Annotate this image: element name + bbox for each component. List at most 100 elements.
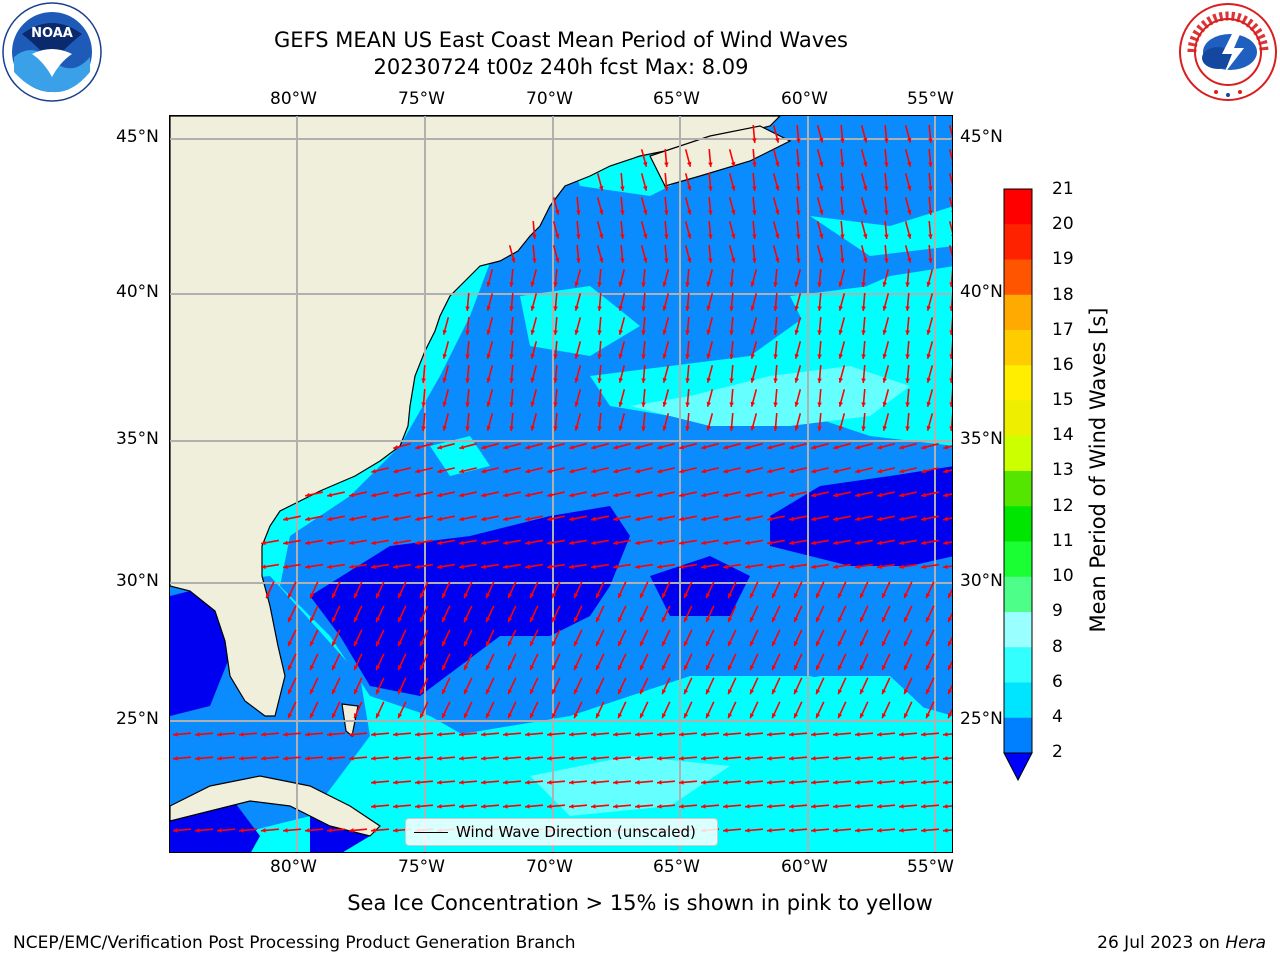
wind-wave-arrowhead [662,353,668,359]
wind-wave-arrowhead [926,665,931,671]
wind-wave-arrowhead [817,426,822,431]
wind-wave-arrowhead [618,593,623,599]
wind-wave-arrowhead [641,306,646,311]
wind-wave-arrowhead [905,282,910,287]
wind-wave-arrowhead [948,617,952,623]
wind-wave-arrowhead [949,426,952,431]
wind-wave-arrowhead [686,161,692,167]
wind-wave-arrowhead [928,162,933,167]
wind-wave-arrowhead [882,665,887,671]
wind-wave-arrowhead [723,564,728,569]
lat-label-35n-left: 35°N [116,429,159,449]
wind-wave-arrowhead [393,492,399,498]
wind-wave-arrowhead [899,564,904,569]
wind-wave-arrowhead [882,353,888,359]
wind-wave-arrowhead [552,617,557,623]
wind-wave-arrowhead [860,617,865,623]
wind-wave-arrowhead [928,210,933,215]
wind-wave-arrowhead [833,564,838,569]
wind-wave-arrowhead [525,564,530,569]
wind-wave-arrowhead [591,564,596,569]
wind-wave-arrowhead [530,305,536,311]
wind-wave-arrowhead [706,281,712,287]
colorbar-tick-13: 13 [1052,460,1074,480]
wind-wave-arrowhead [729,306,734,311]
colorbar-band [1004,294,1032,331]
wind-wave-arrowhead [772,665,777,671]
colorbar-band [1004,647,1032,683]
wind-wave-arrowhead [547,804,552,809]
colorbar-band [1004,400,1032,437]
wind-wave-arrowhead [750,617,755,623]
wind-wave-arrowhead [596,593,601,599]
wind-wave-arrowhead [503,804,508,809]
wind-wave-arrowhead [904,665,909,671]
wind-wave-arrowhead [686,233,692,239]
wind-wave-arrowhead [657,444,663,450]
wind-wave-arrowhead [772,713,777,719]
wind-wave-arrowhead [833,492,839,498]
wind-wave-arrowhead [882,425,888,431]
wind-wave-arrowhead [840,234,845,239]
wind-wave-arrowhead [772,641,777,647]
wind-wave-arrowhead [288,593,293,599]
wind-wave-arrowhead [701,564,706,569]
wind-wave-arrowhead [686,185,692,191]
wind-wave-arrowhead [481,468,487,474]
wind-wave-arrowhead [641,426,646,431]
wind-wave-arrowhead [305,564,310,569]
wind-wave-arrowhead [882,401,888,407]
wind-wave-arrowhead [437,468,443,474]
wind-wave-arrowhead [532,258,537,263]
wind-wave-arrowhead [730,257,736,263]
wind-wave-arrowhead [833,516,838,522]
wind-wave-arrowhead [774,137,780,143]
wind-wave-arrowhead [794,665,799,671]
wind-wave-arrowhead [283,756,288,761]
wind-wave-arrowhead [905,354,910,359]
wind-wave-arrowhead [774,257,780,263]
colorbar-band [1004,541,1032,578]
wind-wave-arrowhead [855,732,860,737]
wind-wave-arrowhead [574,401,580,407]
wind-wave-arrowhead [464,641,469,647]
wind-wave-arrowhead [481,804,486,809]
wind-wave-arrowhead [752,210,757,215]
wind-wave-arrowhead [855,564,860,569]
wind-wave-arrowhead [767,564,772,569]
wind-wave-arrowhead [882,617,887,623]
wind-wave-arrowhead [679,516,684,522]
wind-wave-arrowhead [921,516,926,522]
wind-wave-arrowhead [486,617,491,623]
wind-wave-arrowhead [618,641,623,647]
wind-wave-arrowhead [288,617,293,623]
wind-wave-arrowhead [618,329,624,335]
wind-wave-arrowhead [310,665,315,671]
wind-wave-arrowhead [767,516,772,522]
wind-wave-arrowhead [532,234,537,239]
colorbar-band [1004,365,1032,401]
wind-wave-arrowhead [882,377,888,383]
wind-wave-arrowhead [926,593,931,599]
wind-wave-arrowhead [899,780,904,785]
wind-wave-arrowhead [662,641,667,647]
wind-wave-arrowhead [283,540,288,546]
wind-wave-arrowhead [503,756,508,761]
colorbar-under-extension [1003,752,1033,782]
colorbar-band [1004,471,1032,507]
wind-wave-arrowhead [459,516,464,522]
wind-wave-arrowhead [838,401,844,407]
wind-wave-arrowhead [420,713,425,719]
colorbar-tick-14: 14 [1052,425,1074,445]
wind-wave-arrowhead [817,354,822,359]
wind-wave-arrowhead [862,233,868,239]
wind-wave-arrowhead [904,689,909,695]
wind-wave-arrowhead [620,234,625,239]
wind-wave-arrowhead [904,713,909,719]
wind-wave-arrowhead [838,689,843,695]
wind-wave-arrowhead [437,780,442,785]
wind-wave-arrowhead [597,306,602,311]
wind-wave-arrowhead [816,689,821,695]
wind-wave-arrowhead [723,492,729,498]
wind-wave-arrowhead [305,492,311,498]
